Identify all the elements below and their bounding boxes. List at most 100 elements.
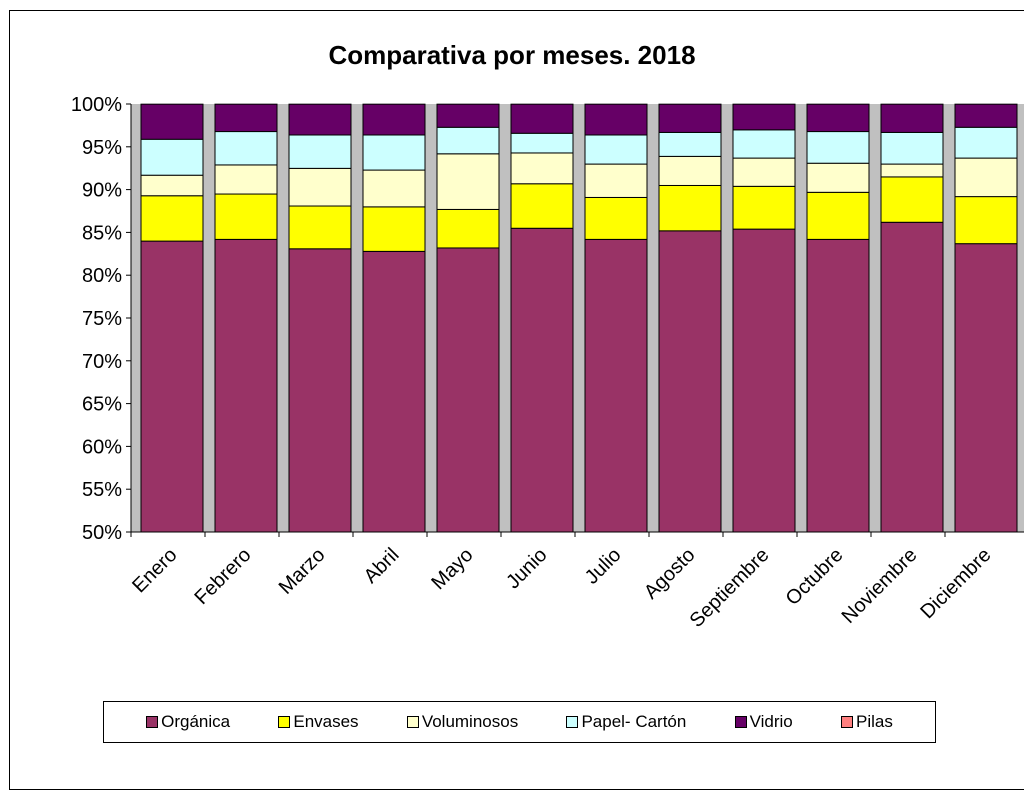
bar-segment-vidrio-julio: [584, 103, 648, 136]
bar-segment-org-nica-mayo: [436, 247, 500, 533]
x-tick-label: Marzo: [275, 544, 330, 599]
bar-segment-papel-cart-n-enero: [140, 138, 204, 176]
legend-item: Vidrio: [734, 712, 793, 732]
bar-segment-vidrio-agosto: [658, 103, 722, 133]
legend-item: Voluminosos: [406, 712, 519, 732]
bar-segment-vidrio-mayo: [436, 103, 500, 128]
bar-segment-vidrio-noviembre: [880, 103, 944, 133]
bar-segment-org-nica-julio: [584, 238, 648, 533]
bar-segment-voluminosos-enero: [140, 174, 204, 197]
bar-segment-papel-cart-n-julio: [584, 134, 648, 165]
x-tick-label: Octubre: [782, 544, 848, 610]
bar-segment-org-nica-noviembre: [880, 221, 944, 533]
legend-swatch: [146, 716, 159, 728]
bar-segment-papel-cart-n-abril: [362, 134, 426, 171]
bar-segment-papel-cart-n-junio: [510, 132, 574, 154]
bar-segment-voluminosos-octubre: [806, 162, 870, 193]
legend-swatch: [406, 716, 419, 728]
bar-segment-org-nica-enero: [140, 240, 204, 533]
bar-segment-org-nica-febrero: [214, 238, 278, 533]
y-tick-label: 90%: [82, 180, 122, 202]
x-tick-label: Noviembre: [838, 544, 922, 628]
bar-segment-vidrio-octubre: [806, 103, 870, 133]
y-tick-label: 80%: [82, 265, 122, 287]
bar-segment-envases-octubre: [806, 191, 870, 240]
bar-segment-org-nica-agosto: [658, 230, 722, 533]
legend-swatch: [278, 716, 291, 728]
bar-segment-envases-junio: [510, 183, 574, 229]
x-tick-label: Septiembre: [686, 544, 774, 632]
bar-segment-envases-noviembre: [880, 176, 944, 223]
legend-swatch: [841, 716, 853, 728]
bar-segment-envases-agosto: [658, 184, 722, 232]
bar-segment-vidrio-enero: [140, 103, 204, 140]
bar-segment-envases-febrero: [214, 193, 278, 240]
bar-segment-papel-cart-n-octubre: [806, 131, 870, 164]
legend-label: Orgánica: [161, 712, 231, 731]
bar-segment-papel-cart-n-septiembre: [732, 129, 796, 159]
legend-swatch: [566, 716, 579, 728]
legend-item: Papel- Cartón: [566, 712, 686, 732]
legend-label: Voluminosos: [421, 712, 519, 731]
x-tick-label: Enero: [128, 544, 181, 597]
bar-segment-org-nica-diciembre: [954, 243, 1018, 533]
bar-segment-org-nica-octubre: [806, 238, 870, 533]
bar-segment-org-nica-junio: [510, 227, 574, 533]
bar-segment-envases-diciembre: [954, 196, 1018, 245]
legend-label: Pilas: [856, 712, 893, 731]
bar-segment-org-nica-abril: [362, 250, 426, 533]
bar-segment-org-nica-marzo: [288, 248, 352, 533]
legend-item: Envases: [278, 712, 359, 732]
bar-segment-envases-septiembre: [732, 185, 796, 230]
bar-segment-voluminosos-diciembre: [954, 157, 1018, 198]
plot-area: [131, 104, 1024, 532]
legend-item: Orgánica: [146, 712, 230, 732]
y-tick-label: 60%: [82, 436, 122, 458]
bar-segment-voluminosos-septiembre: [732, 157, 796, 187]
y-tick-label: 70%: [82, 351, 122, 373]
bar-segment-envases-abril: [362, 206, 426, 252]
x-tick-label: Abril: [360, 544, 404, 588]
y-tick-label: 55%: [82, 479, 122, 501]
bar-segment-vidrio-marzo: [288, 103, 352, 136]
y-tick-label: 95%: [82, 137, 122, 159]
x-tick-label: Diciembre: [916, 544, 995, 623]
bar-segment-vidrio-septiembre: [732, 103, 796, 131]
y-tick-label: 65%: [82, 394, 122, 416]
bar-segment-papel-cart-n-agosto: [658, 131, 722, 157]
chart-plot: 50% 55% 60% 65% 70% 75% 80% 85% 90% 95% 100% Enero F…: [71, 94, 1024, 632]
bar-segment-papel-cart-n-diciembre: [954, 126, 1018, 159]
x-tick-label: Julio: [581, 544, 626, 589]
x-tick-label: Febrero: [190, 544, 255, 609]
legend-swatch: [734, 716, 747, 728]
legend-item: Pilas: [841, 712, 893, 732]
bar-segment-vidrio-diciembre: [954, 103, 1018, 128]
legend-label: Envases: [293, 712, 359, 731]
y-tick-label: 85%: [82, 222, 122, 244]
bar-segment-voluminosos-julio: [584, 163, 648, 198]
legend-label: Vidrio: [749, 712, 793, 731]
bar-segment-papel-cart-n-noviembre: [880, 131, 944, 165]
bar-segment-voluminosos-agosto: [658, 155, 722, 186]
bar-segment-papel-cart-n-marzo: [288, 134, 352, 169]
bar-segment-voluminosos-mayo: [436, 153, 500, 210]
x-tick-label: Agosto: [640, 544, 700, 604]
legend: Orgánica Envases Voluminosos Papel- Cartón V…: [103, 701, 936, 743]
legend-label: Papel- Cartón: [581, 712, 687, 731]
bar-segment-org-nica-septiembre: [732, 228, 796, 533]
y-tick-label: 75%: [82, 308, 122, 330]
x-tick-label: Junio: [502, 544, 551, 593]
bar-segment-voluminosos-noviembre: [880, 163, 944, 178]
y-tick-label: 50%: [82, 522, 122, 544]
bar-segment-envases-julio: [584, 196, 648, 240]
y-tick-label: 100%: [71, 94, 122, 116]
bar-segment-papel-cart-n-febrero: [214, 131, 278, 166]
chart-title: Comparativa por meses. 2018: [328, 40, 696, 70]
bar-segment-voluminosos-febrero: [214, 164, 278, 195]
bar-segment-voluminosos-marzo: [288, 167, 352, 207]
bar-segment-envases-enero: [140, 195, 204, 242]
bar-segment-envases-marzo: [288, 205, 352, 250]
bar-segment-papel-cart-n-mayo: [436, 126, 500, 155]
bar-segment-vidrio-junio: [510, 103, 574, 134]
bar-segment-voluminosos-junio: [510, 152, 574, 185]
